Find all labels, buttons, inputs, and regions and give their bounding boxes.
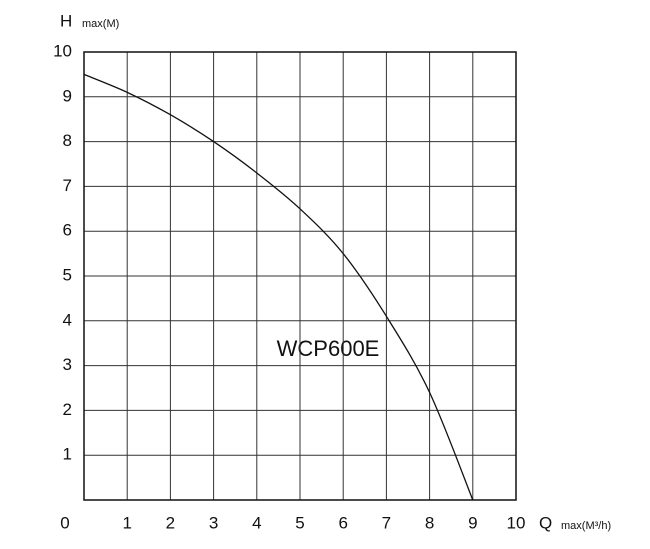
x-tick-label: 3 (209, 513, 218, 532)
y-tick-label: 7 (63, 176, 72, 195)
y-tick-label: 6 (63, 221, 72, 240)
y-axis-label: H (60, 11, 72, 30)
plot-frame (83, 51, 517, 501)
annotation: WCP600E (277, 336, 380, 361)
y-tick-label: 10 (53, 41, 72, 60)
x-tick-label: 2 (166, 513, 175, 532)
x-tick-label: 5 (295, 513, 304, 532)
y-tick-label: 5 (63, 265, 72, 284)
x-tick-label: 4 (252, 513, 261, 532)
y-tick-label: 8 (63, 131, 72, 150)
x-tick-label: 10 (507, 513, 526, 532)
x-axis-unit: max(M³/h) (561, 520, 611, 532)
y-tick-label: 4 (63, 310, 72, 329)
x-tick-label: 9 (468, 513, 477, 532)
y-tick-label: 9 (63, 86, 72, 105)
y-tick-label: 1 (63, 445, 72, 464)
x-axis-label: Q (539, 513, 552, 532)
y-tick-label: 3 (63, 355, 72, 374)
y-axis-unit: max(M) (82, 18, 119, 30)
x-tick-label: 0 (60, 513, 69, 532)
x-tick-label: 6 (338, 513, 347, 532)
x-tick-label: 8 (425, 513, 434, 532)
x-tick-label: 7 (382, 513, 391, 532)
curve (83, 73, 474, 501)
x-tick-label: 1 (122, 513, 131, 532)
y-tick-label: 2 (63, 400, 72, 419)
